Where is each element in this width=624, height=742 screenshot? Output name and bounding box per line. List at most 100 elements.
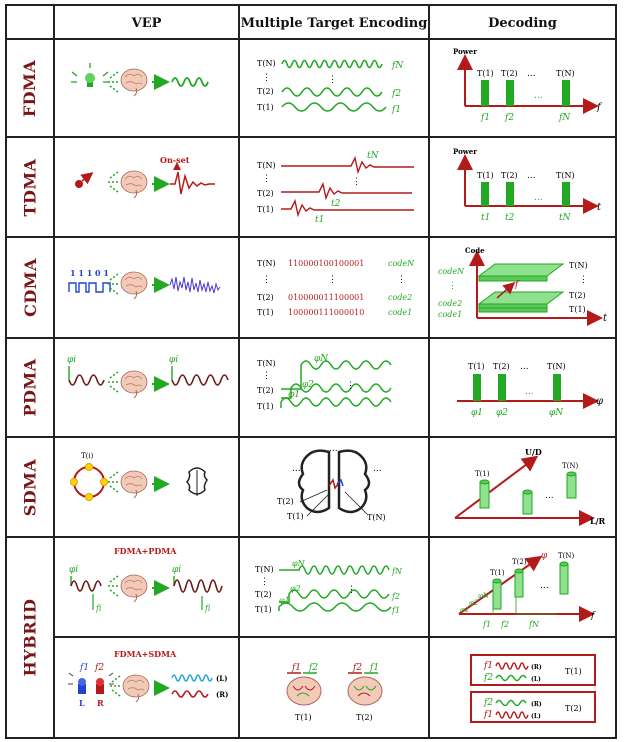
svg-text:T(2): T(2) (569, 291, 586, 300)
svg-text:T(N): T(N) (257, 259, 276, 268)
svg-text:φN: φN (292, 559, 306, 568)
svg-text:fN: fN (558, 113, 571, 123)
svg-text:T(N): T(N) (257, 161, 276, 170)
svg-text:T(N): T(N) (257, 59, 276, 68)
svg-text:T(2): T(2) (257, 189, 274, 198)
svg-text:φ2: φ2 (496, 408, 508, 418)
svg-text:U/D: U/D (525, 447, 542, 457)
svg-text:f2: f2 (504, 113, 514, 123)
led-icon (71, 63, 109, 87)
svg-text:(R): (R) (216, 690, 228, 699)
svg-text:⋮: ⋮ (328, 75, 337, 85)
svg-text:f2: f2 (391, 592, 400, 601)
svg-text:t1: t1 (315, 215, 324, 225)
svg-text:010000011100001: 010000011100001 (288, 293, 364, 302)
svg-text:f2: f2 (94, 663, 104, 673)
svg-text:T(2): T(2) (565, 704, 582, 713)
row-divider (7, 337, 615, 339)
svg-text:...: ... (520, 362, 529, 372)
hybrid-fp-decoding: φ f T(1) T(2) T(N) ... φN φ2 φ1 f1 f2 fN (458, 551, 596, 629)
svg-text:⋮: ⋮ (262, 371, 271, 381)
fdma-encoding: T(N) ⋮ T(2) T(1) ⋮ fN f2 f1 (257, 59, 404, 115)
svg-text:f2: f2 (352, 663, 362, 673)
flash-icon (75, 172, 94, 188)
row-divider (7, 236, 615, 238)
header-encoding: Multiple Target Encoding (240, 15, 428, 31)
svg-text:f2: f2 (391, 89, 401, 99)
svg-text:T(1): T(1) (569, 305, 586, 314)
svg-text:codeN: codeN (438, 267, 465, 276)
svg-text:T(1): T(1) (257, 308, 274, 317)
svg-text:⋮: ⋮ (260, 577, 269, 587)
svg-text:φN: φN (549, 408, 564, 418)
svg-text:t2: t2 (505, 213, 515, 223)
pdma-encoding: T(N) ⋮ T(2) T(1) φN φ2 φ1 ⋮ (257, 354, 392, 411)
svg-text:T(N): T(N) (558, 552, 575, 560)
svg-text:fi: fi (204, 604, 210, 613)
svg-text:T(1): T(1) (475, 470, 490, 478)
svg-text:T(1): T(1) (287, 512, 304, 521)
svg-text:(R): (R) (531, 701, 542, 708)
svg-text:f1: f1 (480, 113, 490, 123)
svg-text:code1: code1 (438, 310, 462, 319)
svg-text:Power: Power (453, 47, 477, 56)
svg-text:L/R: L/R (590, 516, 606, 526)
svg-text:T(1): T(1) (477, 69, 494, 78)
svg-text:⋮: ⋮ (262, 275, 271, 285)
cdma-decoding: Code t f codeN ⋮ code2 code1 T(N) ⋮ T(2)… (438, 246, 608, 326)
svg-text:⋮: ⋮ (328, 275, 337, 285)
hybrid-fp-vep: FDMA+PDMA φi fi φi fi (69, 546, 223, 613)
brain-icon (120, 170, 148, 199)
brain-icon (120, 68, 148, 97)
svg-text:t: t (603, 313, 608, 324)
svg-text:φi: φi (69, 565, 78, 575)
pdma-vep: φi φi (67, 355, 229, 399)
svg-text:T(1): T(1) (477, 171, 494, 180)
svg-text:On-set: On-set (160, 155, 190, 165)
svg-text:codeN: codeN (388, 259, 415, 268)
svg-text:...: ... (527, 171, 536, 181)
svg-text:T(2): T(2) (255, 590, 272, 599)
fdma-vep (71, 63, 209, 97)
svg-text:⋮: ⋮ (346, 381, 355, 391)
svg-text:φi: φi (67, 355, 76, 365)
col-divider (53, 6, 55, 737)
svg-text:...: ... (292, 464, 301, 474)
figure-frame: VEP Multiple Target Encoding Decoding FD… (5, 4, 617, 739)
svg-text:...: ... (540, 581, 549, 591)
svg-text:(L): (L) (216, 674, 228, 683)
sdma-decoding: U/D L/R T(1) T(N) ... (454, 447, 606, 526)
hybrid-fs-encoding: f1 f2 T(1) f2 f1 T(2) (286, 663, 383, 722)
svg-text:code1: code1 (388, 308, 412, 317)
svg-text:code2: code2 (388, 293, 412, 302)
brain-icon (122, 674, 150, 703)
svg-text:Power: Power (453, 147, 477, 156)
svg-text:T(1): T(1) (257, 103, 274, 112)
svg-text:T(1): T(1) (565, 667, 582, 676)
svg-text:...: ... (545, 491, 554, 501)
svg-text:...: ... (527, 69, 536, 79)
svg-text:100000111000010: 100000111000010 (288, 308, 364, 317)
sdma-encoding: ... ... ... T(2) T(1) T(N) (277, 444, 386, 522)
svg-text:T(N): T(N) (367, 513, 386, 522)
svg-text:R: R (97, 698, 104, 708)
hybrid-fp-encoding: T(N) ⋮ T(2) T(1) φN φ2 φ1 ⋮ fN f2 f1 (255, 559, 403, 615)
svg-text:φi: φi (169, 355, 178, 365)
svg-text:f2: f2 (483, 673, 493, 683)
svg-text:T(2): T(2) (501, 171, 518, 180)
svg-text:T(1): T(1) (257, 205, 274, 214)
tdma-vep: On-set (75, 155, 215, 199)
svg-text:...: ... (329, 444, 338, 454)
cdma-encoding: T(N) 110000100100001 codeN ⋮ ⋮ ⋮ T(2) 01… (257, 259, 415, 317)
svg-text:(L): (L) (531, 676, 541, 683)
row-divider (55, 636, 615, 638)
svg-text:f: f (596, 102, 603, 113)
svg-text:...: ... (534, 91, 543, 101)
svg-text:T(i): T(i) (81, 452, 94, 460)
svg-text:t2: t2 (331, 199, 341, 209)
svg-text:f1: f1 (369, 663, 379, 673)
svg-text:T(2): T(2) (277, 497, 294, 506)
tdma-decoding: Power t T(1) T(2) ... ... T(N) t1 t2 tN (453, 147, 602, 223)
row-divider (7, 536, 615, 538)
col-divider (428, 6, 430, 737)
